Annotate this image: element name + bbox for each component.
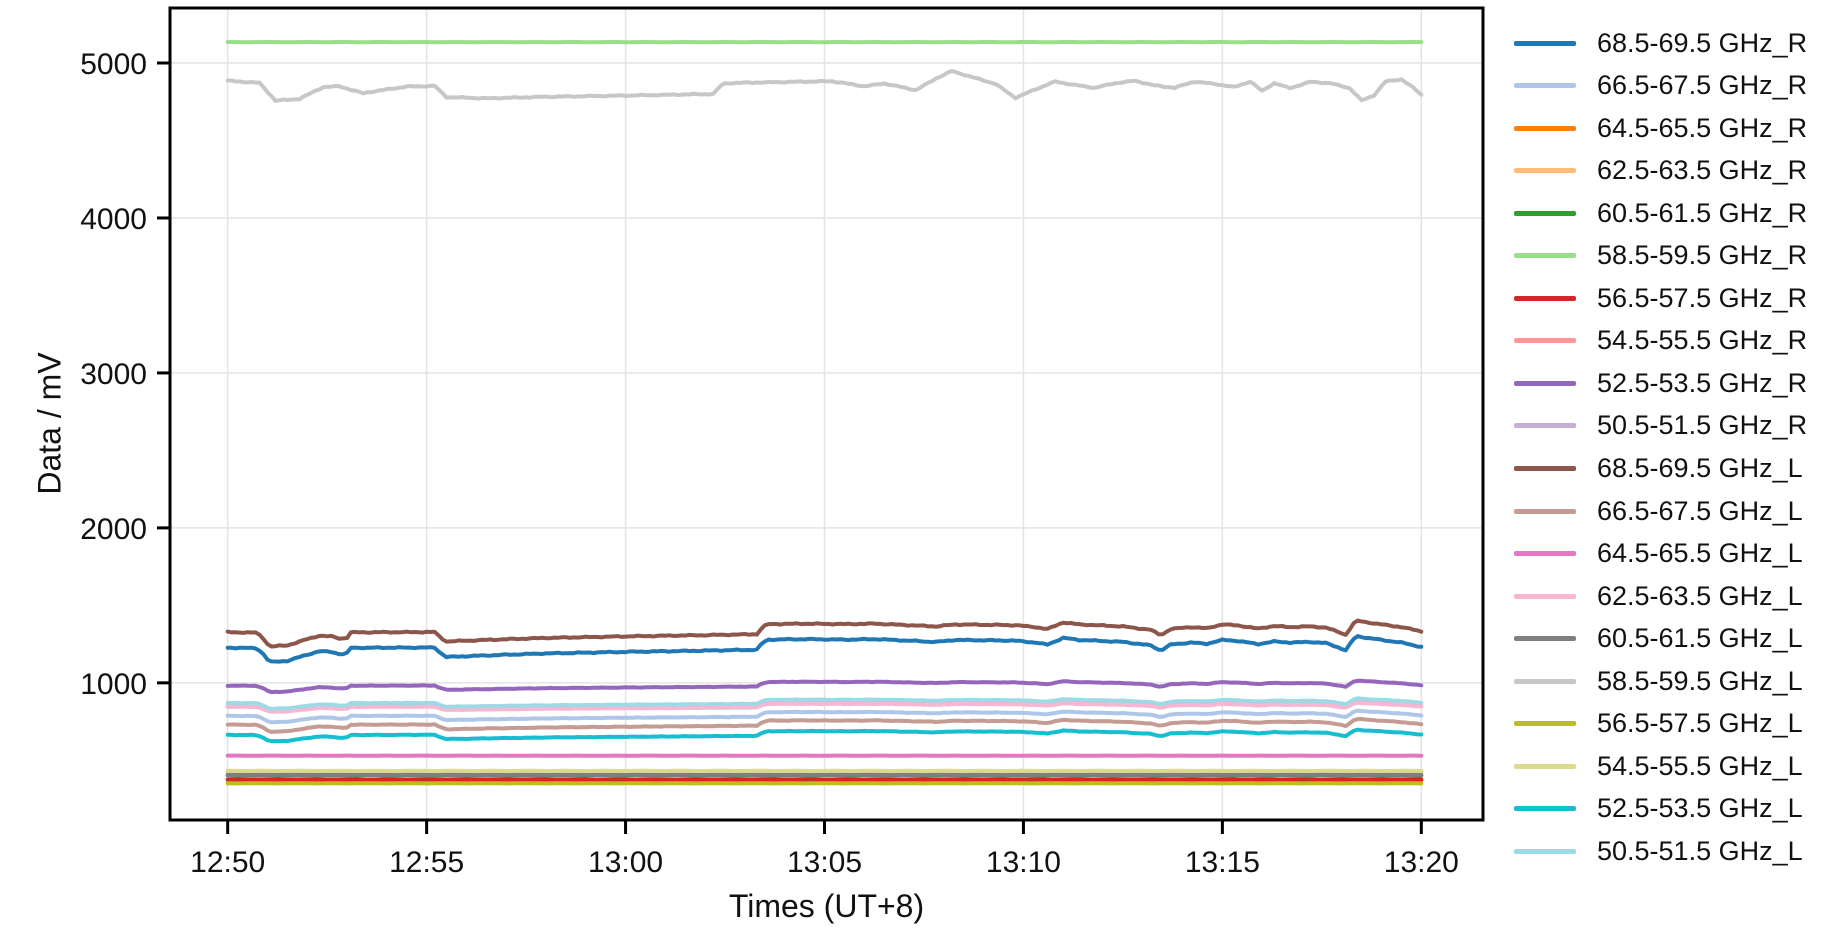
- legend-line-swatch-icon: [1514, 508, 1576, 514]
- legend-line-swatch-icon: [1514, 168, 1576, 174]
- legend-line-swatch-icon: [1514, 593, 1576, 599]
- legend: 68.5-69.5 GHz_R 66.5-67.5 GHz_R 64.5-65.5 …: [1506, 0, 1847, 941]
- legend-line-swatch-icon: [1514, 253, 1576, 259]
- legend-label: 58.5-59.5 GHz_R: [1597, 240, 1808, 271]
- legend-label: 66.5-67.5 GHz_L: [1597, 495, 1803, 526]
- legend-item: 66.5-67.5 GHz_R: [1514, 65, 1807, 107]
- x-tick-label: 13:20: [1384, 846, 1459, 879]
- legend-item: 68.5-69.5 GHz_L: [1514, 448, 1803, 490]
- y-axis-label: Data / mV: [31, 352, 68, 495]
- legend-line-swatch-icon: [1514, 83, 1576, 89]
- legend-line-swatch-icon: [1514, 295, 1576, 301]
- legend-label: 68.5-69.5 GHz_L: [1597, 453, 1803, 483]
- legend-line-swatch-icon: [1514, 721, 1576, 727]
- legend-label: 64.5-65.5 GHz_R: [1597, 112, 1808, 143]
- legend-line-swatch-icon: [1514, 466, 1576, 471]
- axis-ticks: 12:50 12:55 13:00 13:05 13:10 13:15 13:20 1000 2…: [80, 48, 1459, 879]
- legend-label: 50.5-51.5 GHz_R: [1597, 410, 1808, 441]
- legend-item: 50.5-51.5 GHz_R: [1514, 405, 1807, 447]
- legend-item: 62.5-63.5 GHz_L: [1514, 575, 1803, 617]
- legend-label: 52.5-53.5 GHz_L: [1597, 793, 1803, 824]
- series-line-52.5-53.5-ghz-l: [225, 727, 1424, 744]
- legend-label: 60.5-61.5 GHz_L: [1597, 623, 1803, 654]
- legend-item: 66.5-67.5 GHz_L: [1514, 490, 1803, 532]
- legend-item: 68.5-69.5 GHz_R: [1514, 22, 1807, 64]
- legend-item: 64.5-65.5 GHz_L: [1514, 533, 1803, 575]
- legend-label: 66.5-67.5 GHz_R: [1597, 70, 1808, 101]
- legend-line-swatch-icon: [1514, 125, 1576, 131]
- gridlines: [170, 8, 1483, 820]
- legend-label: 56.5-57.5 GHz_R: [1597, 282, 1808, 313]
- legend-item: 56.5-57.5 GHz_R: [1514, 277, 1807, 319]
- x-tick-label: 12:55: [389, 846, 464, 879]
- legend-item: 62.5-63.5 GHz_R: [1514, 150, 1807, 192]
- legend-line-swatch-icon: [1514, 678, 1576, 684]
- legend-item: 50.5-51.5 GHz_L: [1514, 830, 1803, 872]
- x-tick-label: 13:10: [986, 846, 1061, 879]
- legend-line-swatch-icon: [1514, 380, 1576, 386]
- legend-item: 56.5-57.5 GHz_L: [1514, 703, 1803, 745]
- legend-line-swatch-icon: [1514, 338, 1576, 344]
- legend-label: 54.5-55.5 GHz_R: [1597, 325, 1808, 356]
- legend-label: 56.5-57.5 GHz_L: [1597, 708, 1803, 739]
- legend-label: 50.5-51.5 GHz_L: [1597, 835, 1803, 866]
- y-tick-label: 4000: [80, 203, 147, 236]
- x-tick-label: 12:50: [190, 846, 265, 879]
- legend-line-swatch-icon: [1514, 636, 1576, 642]
- legend-label: 52.5-53.5 GHz_R: [1597, 367, 1808, 398]
- legend-item: 58.5-59.5 GHz_R: [1514, 235, 1807, 277]
- series-line-68.5-69.5-ghz-l: [225, 618, 1424, 649]
- legend-label: 62.5-63.5 GHz_R: [1597, 155, 1808, 186]
- series-line-62.5-63.5-ghz-l: [225, 700, 1424, 714]
- y-tick-label: 5000: [80, 48, 147, 81]
- legend-line-swatch-icon: [1514, 210, 1576, 216]
- series-line-52.5-53.5-ghz-r: [225, 678, 1424, 695]
- legend-line-swatch-icon: [1514, 806, 1576, 812]
- legend-label: 54.5-55.5 GHz_L: [1597, 750, 1803, 781]
- x-tick-label: 13:15: [1185, 846, 1260, 879]
- y-tick-label: 3000: [80, 358, 147, 391]
- legend-label: 58.5-59.5 GHz_L: [1597, 665, 1803, 696]
- y-tick-label: 1000: [80, 668, 147, 701]
- legend-item: 60.5-61.5 GHz_R: [1514, 192, 1807, 234]
- series-line-58.5-59.5-ghz-l: [225, 69, 1424, 103]
- legend-item: 58.5-59.5 GHz_L: [1514, 660, 1803, 702]
- series-lines: [225, 40, 1424, 786]
- series-line-66.5-67.5-ghz-r: [225, 708, 1424, 725]
- y-tick-label: 2000: [80, 513, 147, 546]
- legend-item: 52.5-53.5 GHz_L: [1514, 788, 1803, 830]
- legend-line-swatch-icon: [1514, 40, 1576, 46]
- legend-line-swatch-icon: [1514, 423, 1576, 429]
- legend-line-swatch-icon: [1514, 848, 1576, 854]
- plot-border: [168, 6, 1485, 822]
- series-line-50.5-51.5-ghz-l: [225, 696, 1424, 711]
- series-line-68.5-69.5-ghz-r: [225, 634, 1424, 664]
- x-tick-label: 13:00: [588, 846, 663, 879]
- x-axis-label: Times (UT+8): [728, 888, 925, 924]
- x-tick-label: 13:05: [787, 846, 862, 879]
- legend-item: 54.5-55.5 GHz_L: [1514, 745, 1803, 787]
- legend-label: 64.5-65.5 GHz_L: [1597, 538, 1803, 569]
- legend-item: 60.5-61.5 GHz_L: [1514, 618, 1803, 660]
- legend-item: 64.5-65.5 GHz_R: [1514, 107, 1807, 149]
- legend-item: 52.5-53.5 GHz_R: [1514, 362, 1807, 404]
- legend-label: 60.5-61.5 GHz_R: [1597, 197, 1808, 228]
- legend-line-swatch-icon: [1514, 551, 1576, 557]
- legend-label: 68.5-69.5 GHz_R: [1597, 27, 1808, 58]
- series-line-66.5-67.5-ghz-l: [225, 717, 1424, 734]
- legend-line-swatch-icon: [1514, 763, 1576, 769]
- legend-label: 62.5-63.5 GHz_L: [1597, 580, 1803, 611]
- legend-item: 54.5-55.5 GHz_R: [1514, 320, 1807, 362]
